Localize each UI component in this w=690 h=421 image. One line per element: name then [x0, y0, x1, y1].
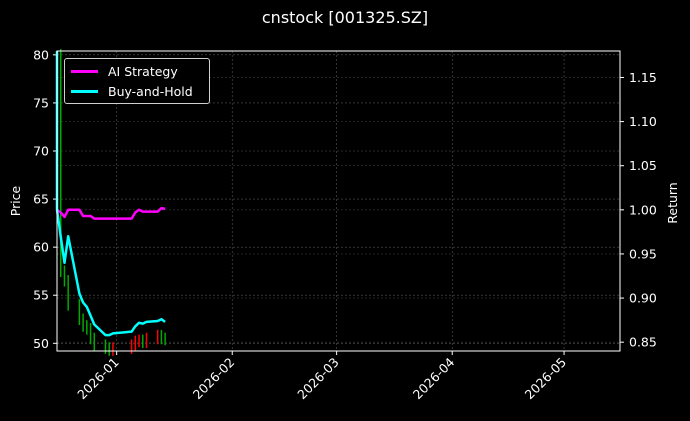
y-tick-label: 75 — [33, 95, 49, 110]
y-right-tick-label: 1.00 — [629, 202, 657, 217]
legend-swatch-cyan — [71, 89, 98, 93]
y-tick-label: 65 — [33, 192, 49, 207]
legend-label: AI Strategy — [108, 63, 178, 79]
series-line-ai-strategy — [56, 206, 166, 220]
y-right-tick-label: 0.90 — [629, 291, 657, 306]
chart-title: cnstock [001325.SZ] — [261, 8, 429, 27]
plot-frame — [56, 50, 621, 352]
y-tick-label: 70 — [33, 144, 49, 159]
y-tick-label: 60 — [33, 240, 49, 255]
legend-item-buy-and-hold: Buy-and-Hold — [71, 81, 193, 101]
y-tick-label: 55 — [33, 288, 49, 303]
y-right-tick-label: 0.85 — [629, 335, 657, 350]
x-tick-label: 2026-02 — [190, 355, 238, 403]
legend-item-ai-strategy: AI Strategy — [71, 61, 178, 81]
series-line-buy-and-hold — [55, 51, 166, 337]
y-axis-label: Price — [8, 185, 23, 216]
legend: AI Strategy Buy-and-Hold — [64, 58, 210, 104]
y-right-tick-label: 1.05 — [629, 158, 657, 173]
x-tick-label: 2026-05 — [522, 355, 570, 403]
y-right-tick-label: 1.15 — [629, 70, 657, 85]
legend-swatch-magenta — [71, 69, 98, 73]
x-tick-label: 2026-03 — [294, 355, 342, 403]
y-right-axis-label: Return — [665, 182, 680, 223]
x-tick-label: 2026-01 — [74, 355, 122, 403]
y-right-tick-label: 1.10 — [629, 114, 657, 129]
y-tick-label: 50 — [33, 336, 49, 351]
legend-label: Buy-and-Hold — [108, 83, 193, 99]
y-tick-label: 80 — [33, 47, 49, 62]
x-tick-label: 2026-04 — [410, 354, 458, 402]
y-right-tick-label: 0.95 — [629, 246, 657, 261]
